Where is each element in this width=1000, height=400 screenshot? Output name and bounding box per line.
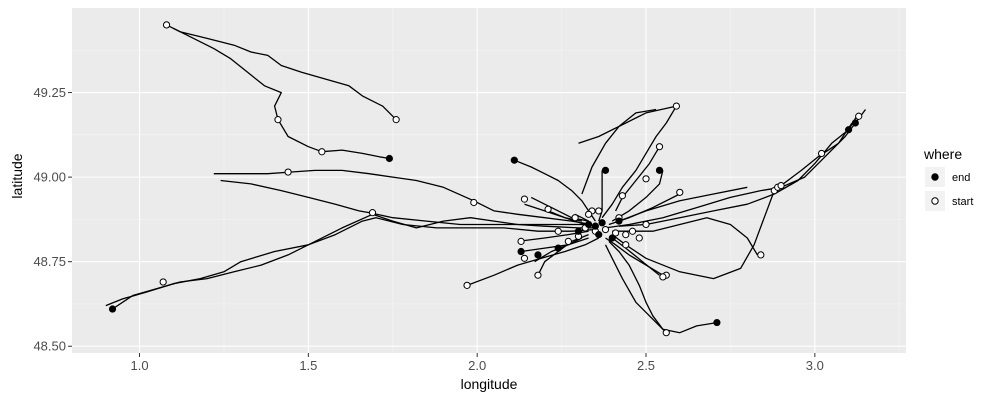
start-point (554, 227, 562, 235)
track-line (581, 108, 657, 195)
track-line (213, 169, 593, 226)
start-point (777, 181, 785, 190)
start-point (585, 210, 593, 218)
end-point (517, 247, 525, 256)
legend: where end start (923, 146, 973, 211)
start-point (676, 188, 684, 196)
y-axis-title: latitude (9, 153, 25, 198)
x-tick-label: 1.5 (299, 358, 317, 373)
track-line (615, 146, 661, 212)
track-line (105, 217, 596, 307)
start-point (564, 237, 572, 245)
track-line (598, 170, 603, 222)
end-point (534, 251, 542, 259)
y-axis-ticks: 48.50 48.75 49.00 49.25 (33, 85, 72, 354)
start-point (855, 112, 863, 120)
end-point (585, 220, 593, 229)
start-point (622, 231, 630, 239)
start-point (659, 273, 667, 281)
legend-label-end: end (952, 172, 970, 184)
start-point (571, 214, 579, 222)
legend-title: where (923, 146, 962, 162)
start-point (520, 254, 529, 262)
track-line (166, 24, 397, 121)
legend-end-marker (931, 173, 939, 181)
start-point (618, 192, 626, 200)
end-point (595, 231, 603, 239)
start-point (517, 237, 525, 245)
end-point (655, 166, 664, 174)
end-point (598, 219, 606, 227)
start-point (662, 329, 670, 337)
y-tick-label: 48.50 (33, 339, 66, 354)
x-tick-label: 2.0 (468, 358, 486, 373)
track-line (611, 170, 664, 222)
y-tick-label: 49.25 (33, 85, 66, 100)
start-point (159, 278, 167, 286)
y-tick-label: 48.75 (33, 254, 66, 269)
x-tick-label: 3.0 (806, 358, 824, 373)
start-point (612, 229, 620, 237)
start-point (284, 168, 292, 176)
y-tick-label: 49.00 (33, 170, 66, 185)
plot-panel (72, 8, 906, 353)
x-axis-title: longitude (461, 376, 518, 392)
end-point (574, 227, 583, 235)
track-line (604, 244, 667, 334)
track-line (611, 122, 853, 280)
track-line (618, 186, 748, 222)
start-point (672, 102, 680, 110)
start-point (392, 116, 400, 124)
x-tick-label: 1.0 (130, 358, 148, 373)
start-point (635, 234, 643, 242)
start-point (470, 198, 478, 207)
end-point (844, 126, 853, 134)
x-axis-ticks: 1.0 1.5 2.0 2.5 3.0 (130, 353, 824, 373)
start-point (601, 225, 610, 234)
track-line (601, 105, 677, 219)
end-point (713, 318, 721, 327)
end-point (601, 166, 610, 174)
start-point (642, 175, 650, 183)
start-point (544, 205, 552, 213)
end-point (851, 119, 859, 127)
start-point (274, 116, 282, 124)
track-line (530, 196, 589, 222)
start-point (622, 241, 630, 249)
end-point (591, 222, 599, 230)
start-point (817, 149, 826, 158)
end-point (554, 244, 562, 252)
track-line (608, 240, 718, 334)
track-points (108, 21, 863, 337)
track-line (514, 159, 596, 222)
track-line (578, 105, 677, 144)
end-point (615, 217, 623, 225)
start-point (655, 143, 664, 151)
end-point (108, 305, 117, 313)
start-point (368, 209, 377, 217)
start-point (520, 195, 529, 203)
start-point (757, 251, 765, 259)
end-point (510, 156, 518, 164)
legend-label-start: start (952, 196, 973, 208)
end-point (608, 234, 616, 242)
start-point (534, 271, 542, 279)
start-point (628, 227, 637, 235)
track-line (173, 27, 390, 160)
start-point (463, 281, 471, 289)
legend-start-marker (931, 197, 939, 205)
track-line (611, 237, 660, 276)
start-point (642, 220, 650, 229)
start-point (318, 148, 326, 156)
x-tick-label: 2.5 (637, 358, 655, 373)
start-point (162, 21, 171, 29)
end-point (385, 154, 393, 163)
start-point (595, 207, 603, 215)
